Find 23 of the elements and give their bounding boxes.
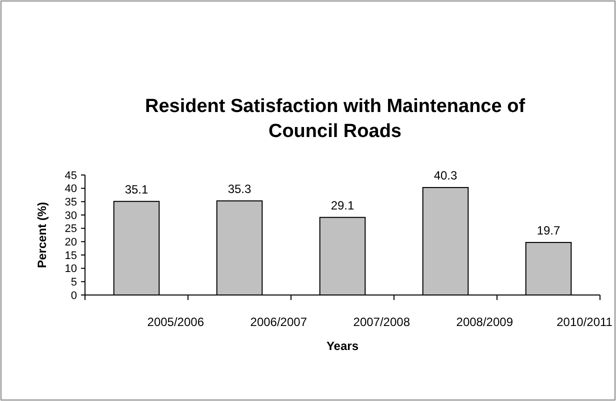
y-tick-label: 40: [64, 183, 77, 196]
y-tick-label: 25: [64, 223, 77, 236]
y-tick-label: 20: [64, 236, 77, 249]
y-tick-label: 30: [64, 210, 77, 222]
data-label: 35.3: [228, 182, 252, 196]
y-axis-title: Percent (%): [35, 202, 49, 268]
x-tick-label: 2007/2008: [353, 315, 410, 329]
y-tick-label: 10: [64, 263, 77, 276]
y-tick-label: 15: [64, 250, 77, 262]
y-tick-label: 0: [70, 290, 77, 302]
x-tick-label: 2005/2006: [147, 315, 204, 329]
data-label: 35.1: [124, 182, 148, 196]
y-tick-label: 45: [64, 170, 77, 182]
data-label: 40.3: [434, 168, 458, 183]
y-tick-label: 35: [64, 196, 77, 209]
y-tick-label: 5: [70, 276, 77, 289]
x-tick-label: 2010/2011: [556, 315, 613, 329]
x-axis-title: Years: [326, 339, 359, 353]
data-label: 19.7: [536, 223, 560, 238]
x-tick-label: 2008/2009: [456, 315, 514, 329]
chart-title: Resident Satisfaction with Maintenance of Council Roads: [144, 96, 526, 142]
data-label: 29.1: [330, 198, 354, 212]
x-tick-label: 2006/2007: [250, 315, 308, 329]
